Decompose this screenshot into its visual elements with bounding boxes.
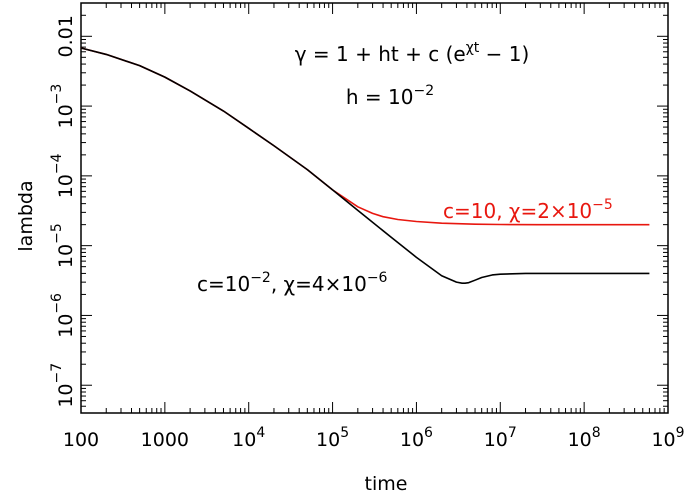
y-tick-label: 10−3 <box>49 84 77 129</box>
x-tick-label: 1000 <box>141 429 189 451</box>
minor-ticks <box>81 2 668 414</box>
y-tick-label: 0.01 <box>55 15 77 57</box>
red-label-superscript: −5 <box>592 197 613 213</box>
h-part-1: h = 10 <box>346 85 414 109</box>
x-tick-label: 109 <box>651 425 684 451</box>
black-label-superscript-1: −2 <box>250 270 271 286</box>
black-label-part-2: , χ=4×10 <box>271 272 367 296</box>
x-axis-label: time <box>365 473 408 495</box>
x-tick-label: 107 <box>484 425 517 451</box>
red-label-part-1: c=10, χ=2×10 <box>443 199 592 223</box>
x-tick-label: 105 <box>316 425 349 451</box>
plot-frame <box>80 2 669 414</box>
x-tick-label: 106 <box>400 425 433 451</box>
x-tick-label: 100 <box>63 429 99 451</box>
x-tick-labels: 100 1000 104 105 106 107 108 109 <box>63 425 685 451</box>
y-tick-label: 10−6 <box>49 293 77 338</box>
y-axis-label: lambda <box>15 180 37 251</box>
h-superscript: −2 <box>413 83 434 99</box>
red-series-annotation: c=10, χ=2×10−5 <box>443 197 613 223</box>
series-layer <box>80 47 650 284</box>
black-series-annotation: c=10−2, χ=4×10−6 <box>197 270 388 296</box>
y-tick-labels: 0.01 10−3 10−4 10−5 10−6 10−7 <box>49 15 77 408</box>
y-tick-label: 10−7 <box>49 363 77 408</box>
major-ticks <box>80 3 669 413</box>
y-tick-label: 10−5 <box>49 223 76 268</box>
series-line-0 <box>80 47 650 284</box>
black-label-part-1: c=10 <box>197 272 250 296</box>
black-label-superscript-2: −6 <box>367 270 388 286</box>
h-annotation: h = 10−2 <box>346 83 434 109</box>
formula-part-2: − 1) <box>479 42 529 66</box>
x-tick-label: 104 <box>232 425 265 451</box>
formula-superscript: χt <box>466 40 480 56</box>
y-tick-label: 10−4 <box>49 153 77 198</box>
formula-annotation: γ = 1 + ht + c (eχt − 1) <box>295 40 530 66</box>
formula-part-1: γ = 1 + ht + c (e <box>295 42 466 66</box>
x-tick-label: 108 <box>568 425 601 451</box>
